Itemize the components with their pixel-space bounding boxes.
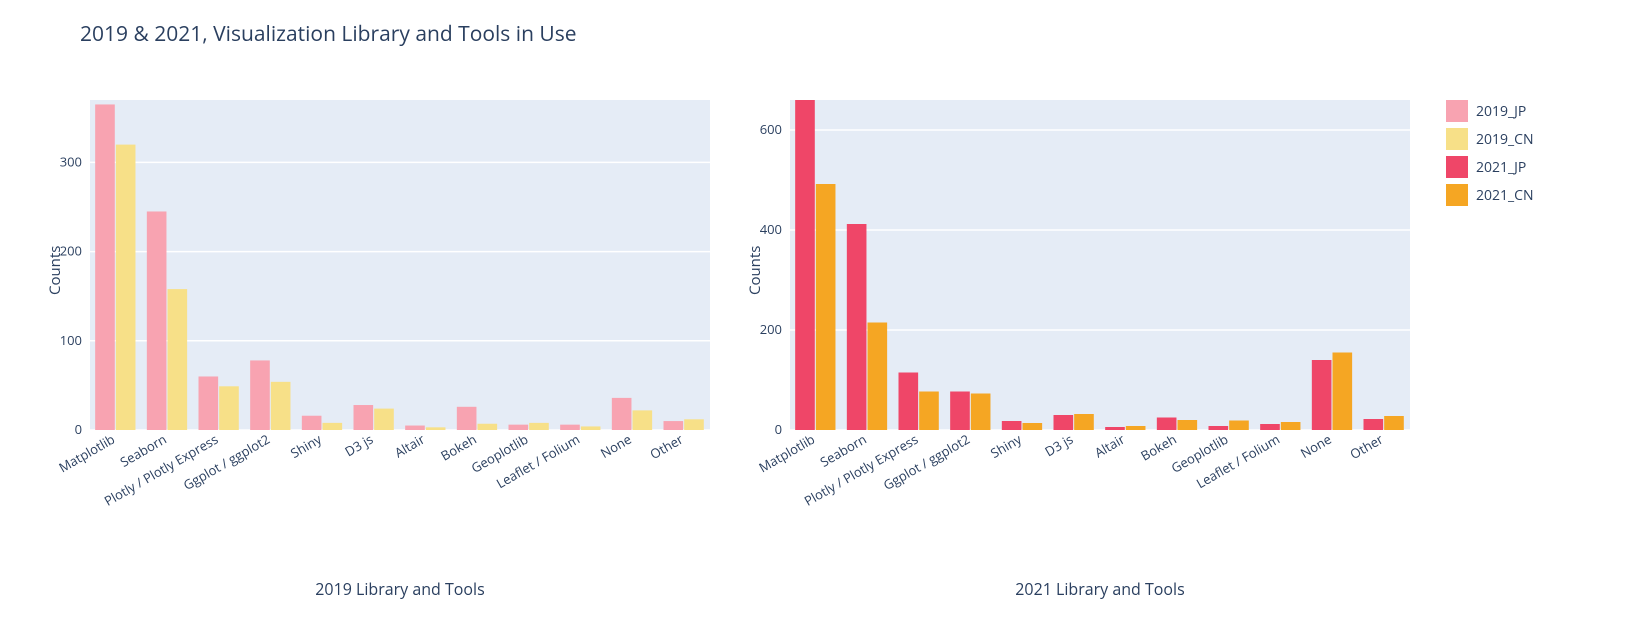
- bar[interactable]: [1054, 415, 1074, 430]
- y-tick-label: 300: [60, 152, 82, 170]
- bar[interactable]: [1312, 360, 1332, 430]
- bar[interactable]: [1126, 426, 1146, 430]
- subplot-2021: Counts2021 Library and Tools0200400600Ma…: [790, 100, 1410, 610]
- bar[interactable]: [919, 392, 939, 431]
- y-axis-title: Counts: [745, 246, 765, 295]
- bar[interactable]: [868, 323, 888, 431]
- x-tick-label: D3 js: [1041, 430, 1076, 460]
- legend-swatch: [1446, 184, 1468, 206]
- bar[interactable]: [1229, 421, 1249, 431]
- y-tick-label: 600: [760, 120, 782, 138]
- bar[interactable]: [323, 423, 343, 430]
- y-tick-label: 0: [75, 420, 82, 438]
- bar[interactable]: [560, 425, 580, 430]
- chart-title: 2019 & 2021, Visualization Library and T…: [80, 20, 577, 48]
- bar[interactable]: [219, 386, 239, 430]
- legend-item-2019_CN[interactable]: 2019_CN: [1446, 128, 1596, 150]
- bar[interactable]: [116, 145, 136, 430]
- bar[interactable]: [950, 392, 970, 431]
- bar[interactable]: [795, 100, 815, 430]
- chart-root: 2019 & 2021, Visualization Library and T…: [0, 0, 1636, 630]
- subplot-title: 2019 Library and Tools: [90, 578, 710, 600]
- bar[interactable]: [168, 289, 188, 430]
- x-tick-label: Matplotlib: [755, 430, 818, 476]
- x-tick-label: D3 js: [341, 430, 376, 460]
- subplot-2019: Counts2019 Library and Tools0100200300Ma…: [90, 100, 710, 610]
- y-tick-label: 400: [760, 220, 782, 238]
- x-tick-label: Other: [647, 430, 687, 464]
- bar[interactable]: [147, 211, 167, 430]
- x-tick-label: Other: [1347, 430, 1387, 464]
- y-tick-label: 100: [60, 331, 82, 349]
- y-tick-label: 0: [775, 420, 782, 438]
- bar[interactable]: [899, 373, 919, 431]
- bar[interactable]: [612, 398, 632, 430]
- x-tick-label: Shiny: [287, 430, 325, 462]
- legend-label: 2021_CN: [1476, 186, 1534, 205]
- x-tick-label: None: [1297, 430, 1334, 462]
- bar[interactable]: [457, 407, 477, 430]
- bar[interactable]: [1209, 426, 1229, 430]
- bar[interactable]: [1333, 353, 1353, 431]
- bar[interactable]: [1002, 421, 1022, 430]
- y-tick-label: 200: [760, 320, 782, 338]
- legend: 2019_JP 2019_CN 2021_JP 2021_CN: [1446, 100, 1596, 212]
- subplot-title: 2021 Library and Tools: [790, 578, 1410, 600]
- chart-svg: 0200400600MatplotlibSeabornPlotly / Plot…: [790, 100, 1410, 550]
- x-tick-label: Altair: [1091, 430, 1128, 462]
- legend-item-2019_JP[interactable]: 2019_JP: [1446, 100, 1596, 122]
- bar[interactable]: [971, 394, 991, 431]
- bar[interactable]: [1105, 427, 1125, 430]
- bar[interactable]: [95, 104, 115, 430]
- bar[interactable]: [664, 421, 684, 430]
- bar[interactable]: [1023, 423, 1043, 430]
- chart-svg: 0100200300MatplotlibSeabornPlotly / Plot…: [90, 100, 710, 550]
- x-tick-label: None: [597, 430, 634, 462]
- bar[interactable]: [1364, 419, 1384, 430]
- bar[interactable]: [581, 426, 601, 430]
- x-tick-label: Altair: [391, 430, 428, 462]
- bar[interactable]: [816, 184, 836, 430]
- bar[interactable]: [354, 405, 374, 430]
- bar[interactable]: [684, 419, 704, 430]
- bar[interactable]: [426, 427, 446, 430]
- bar[interactable]: [271, 382, 291, 430]
- x-tick-label: Shiny: [987, 430, 1025, 462]
- legend-label: 2019_CN: [1476, 130, 1534, 149]
- x-tick-label: Matplotlib: [55, 430, 118, 476]
- bar[interactable]: [1384, 416, 1404, 430]
- bar[interactable]: [1157, 418, 1177, 431]
- bar[interactable]: [1178, 420, 1198, 430]
- bar[interactable]: [1260, 424, 1280, 430]
- bar[interactable]: [509, 425, 529, 430]
- bar[interactable]: [847, 224, 867, 430]
- legend-item-2021_CN[interactable]: 2021_CN: [1446, 184, 1596, 206]
- bar[interactable]: [405, 426, 425, 430]
- bar[interactable]: [1281, 422, 1301, 430]
- legend-swatch: [1446, 128, 1468, 150]
- bar[interactable]: [1074, 414, 1094, 430]
- legend-item-2021_JP[interactable]: 2021_JP: [1446, 156, 1596, 178]
- legend-label: 2021_JP: [1476, 158, 1526, 177]
- bar[interactable]: [478, 424, 498, 430]
- bar[interactable]: [199, 376, 219, 430]
- bar[interactable]: [250, 360, 270, 430]
- legend-swatch: [1446, 100, 1468, 122]
- bar[interactable]: [374, 409, 394, 430]
- bar[interactable]: [302, 416, 322, 430]
- y-axis-title: Counts: [45, 246, 65, 295]
- legend-label: 2019_JP: [1476, 102, 1526, 121]
- legend-swatch: [1446, 156, 1468, 178]
- bar[interactable]: [633, 410, 653, 430]
- bar[interactable]: [529, 423, 549, 430]
